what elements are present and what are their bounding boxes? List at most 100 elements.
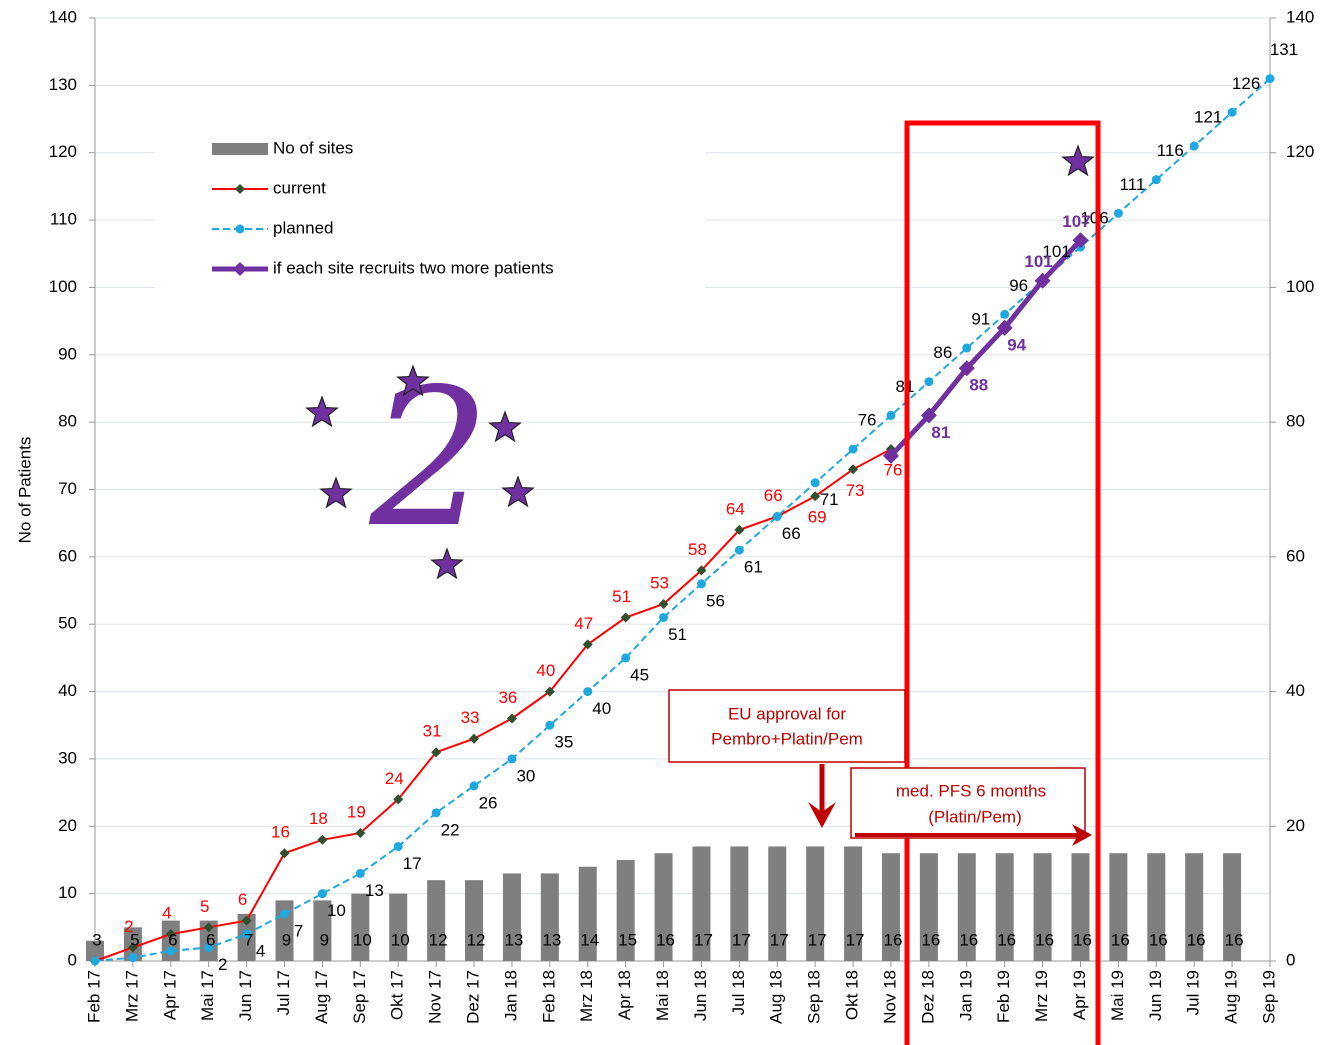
data-label: 106: [1080, 208, 1108, 227]
marker: [582, 639, 593, 650]
y-tick-label: 70: [58, 479, 77, 498]
data-label: 94: [1007, 335, 1026, 354]
y-tick-label: 60: [58, 546, 77, 565]
star: [305, 395, 339, 428]
data-label: 16: [959, 930, 978, 949]
data-label: 13: [365, 881, 384, 900]
marker: [1072, 232, 1089, 249]
series-line: [94, 448, 892, 962]
y2-tick-label: 60: [1286, 546, 1305, 565]
y-tick-label: 90: [58, 344, 77, 363]
bar: [1223, 853, 1242, 961]
data-label: 16: [1073, 930, 1092, 949]
star: [319, 476, 353, 509]
data-label: 16: [656, 930, 675, 949]
marker: [620, 612, 631, 623]
star: [501, 475, 535, 508]
y-tick-label: 80: [58, 412, 77, 431]
data-label: 53: [650, 573, 669, 592]
data-label: 40: [536, 661, 555, 680]
data-label: 16: [1111, 930, 1130, 949]
legend-marker: [233, 262, 247, 276]
marker: [696, 565, 707, 576]
data-label: 13: [542, 930, 561, 949]
marker: [393, 794, 404, 805]
y-axis-title: No of Patients: [15, 437, 34, 544]
star: [396, 364, 430, 397]
marker: [166, 946, 176, 956]
data-label: 22: [441, 820, 460, 839]
y-tick-label: 30: [58, 748, 77, 767]
y-tick-label: 0: [68, 950, 77, 969]
marker: [1189, 141, 1199, 151]
bar: [1109, 853, 1128, 961]
data-label: 81: [931, 423, 950, 442]
x-tick-label: Nov 18: [880, 970, 899, 1024]
big-annotation: 2: [369, 348, 491, 569]
bar: [540, 873, 559, 961]
marker: [393, 841, 403, 851]
bar: [578, 866, 597, 961]
data-label: 17: [403, 854, 422, 873]
data-label: 2: [124, 917, 133, 936]
data-label: 86: [933, 343, 952, 362]
x-tick-label: Mrz 18: [577, 970, 596, 1022]
legend-marker: [235, 184, 245, 194]
bar: [995, 853, 1014, 961]
data-label: 17: [770, 930, 789, 949]
data-label: 66: [764, 486, 783, 505]
data-label: 76: [884, 461, 903, 480]
bar: [389, 893, 408, 961]
arrowhead: [1072, 824, 1092, 846]
bar: [616, 859, 635, 961]
data-label: 58: [688, 540, 707, 559]
legend-label: current: [273, 178, 326, 197]
y-tick-label: 20: [58, 816, 77, 835]
annotation-box: [668, 689, 906, 763]
x-tick-label: Jun 17: [236, 970, 255, 1021]
data-label: 17: [808, 930, 827, 949]
star: [1061, 144, 1095, 177]
marker: [203, 922, 214, 933]
y-tick-label: 10: [58, 883, 77, 902]
data-label: 45: [630, 665, 649, 684]
marker: [920, 407, 937, 424]
marker: [810, 491, 821, 502]
data-label: 88: [969, 376, 988, 395]
legend-label: No of sites: [273, 138, 353, 157]
data-label: 16: [1187, 930, 1206, 949]
x-tick-label: Mai 19: [1108, 970, 1127, 1021]
data-label: 24: [385, 769, 404, 788]
data-label: 126: [1232, 74, 1260, 93]
y2-tick-label: 20: [1286, 816, 1305, 835]
marker: [128, 953, 138, 963]
bar: [881, 853, 900, 961]
y2-tick-label: 120: [1286, 142, 1314, 161]
y-tick-label: 50: [58, 614, 77, 633]
annotation-text: med. PFS 6 months: [896, 781, 1046, 800]
data-label: 5: [200, 897, 209, 916]
data-label: 16: [1149, 930, 1168, 949]
x-tick-label: Apr 18: [615, 970, 634, 1020]
x-tick-label: Mrz 19: [1032, 970, 1051, 1022]
data-label: 9: [320, 930, 329, 949]
marker: [810, 478, 820, 488]
marker: [355, 868, 365, 878]
marker: [848, 464, 859, 475]
marker: [431, 808, 441, 818]
x-tick-label: Jun 18: [691, 970, 710, 1021]
x-tick-label: Jan 18: [501, 970, 520, 1021]
bar: [692, 846, 711, 961]
y-tick-label: 130: [49, 75, 77, 94]
bar: [957, 853, 976, 961]
data-label: 10: [327, 901, 346, 920]
annotation-text: (Platin/Pem): [928, 807, 1022, 826]
y2-tick-label: 100: [1286, 277, 1314, 296]
legend-marker: [235, 224, 245, 234]
marker: [317, 834, 328, 845]
bar: [465, 880, 484, 961]
x-tick-label: Apr 17: [160, 970, 179, 1020]
x-tick-label: Mai 17: [198, 970, 217, 1021]
bar: [351, 893, 370, 961]
x-tick-label: Aug 17: [312, 970, 331, 1024]
